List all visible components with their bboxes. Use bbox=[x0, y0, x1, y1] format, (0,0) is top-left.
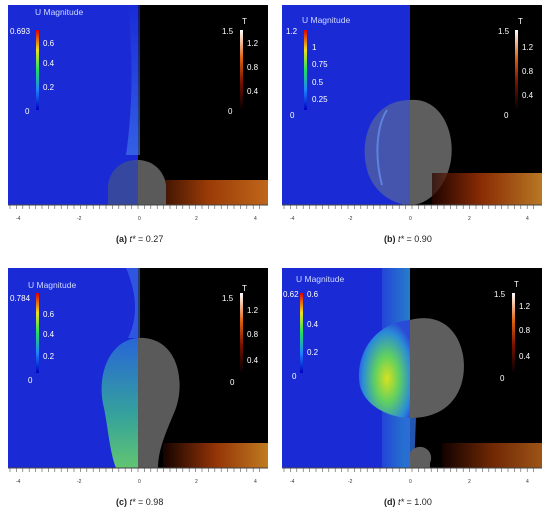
u-colorbar-title: U Magnitude bbox=[296, 274, 345, 284]
panel-b-caption: (b) t* = 0.90 bbox=[384, 234, 432, 244]
u-colorbar-tick: 0.75 bbox=[312, 60, 328, 69]
u-colorbar-tick: 0.5 bbox=[312, 78, 324, 87]
x-tick-label: 4 bbox=[254, 216, 257, 222]
u-colorbar-min: 0 bbox=[290, 111, 295, 120]
u-colorbar-max: 0.784 bbox=[10, 294, 31, 303]
u-colorbar-tick: 0.2 bbox=[307, 348, 319, 357]
t-colorbar-tick: 1.2 bbox=[247, 39, 259, 48]
u-colorbar-tick: 0.4 bbox=[307, 320, 319, 329]
u-colorbar-title: U Magnitude bbox=[302, 15, 351, 25]
t-colorbar-tick: 0.8 bbox=[519, 326, 531, 335]
caption-variable: t* bbox=[398, 497, 405, 507]
t-colorbar-tick: 1.2 bbox=[522, 43, 534, 52]
caption-variable: t* bbox=[129, 497, 136, 507]
t-colorbar-min: 0 bbox=[500, 374, 505, 383]
t-colorbar-tick: 0.8 bbox=[247, 330, 259, 339]
u-colorbar-tick: 0.6 bbox=[43, 39, 55, 48]
x-tick-label: 4 bbox=[526, 479, 529, 485]
t-colorbar-min: 0 bbox=[230, 378, 235, 387]
t-colorbar-tick: 1.2 bbox=[519, 302, 531, 311]
t-colorbar-title: T bbox=[242, 284, 247, 293]
panel-c: U Magnitude 0.784 0.6 0.4 0.2 0 T 1.5 1.… bbox=[8, 268, 268, 485]
x-tick-label: -4 bbox=[16, 216, 21, 222]
u-colorbar-tick: 0.2 bbox=[43, 83, 55, 92]
t-colorbar-tick: 0.4 bbox=[247, 356, 259, 365]
t-colorbar-max: 1.5 bbox=[222, 27, 234, 36]
x-tick-label: 4 bbox=[526, 216, 529, 222]
caption-variable: t* bbox=[398, 234, 405, 244]
x-tick-label: 2 bbox=[195, 479, 198, 485]
u-colorbar-tick: 0.6 bbox=[307, 290, 319, 299]
t-colorbar-tick: 1.2 bbox=[247, 306, 259, 315]
caption-value: = 0.90 bbox=[406, 234, 432, 244]
x-tick-label: 0 bbox=[138, 479, 141, 485]
panel-c-caption: (c) t* = 0.98 bbox=[116, 497, 163, 507]
x-tick-label: 2 bbox=[468, 479, 471, 485]
panel-d: U Magnitude 0.62 0.6 0.4 0.2 0 T 1.5 1.2… bbox=[282, 268, 542, 485]
u-colorbar-tick: 1 bbox=[312, 43, 317, 52]
x-tick-label: 0 bbox=[409, 479, 412, 485]
t-colorbar-tick: 0.8 bbox=[247, 63, 259, 72]
x-tick-label: -4 bbox=[16, 479, 21, 485]
panel-d-field bbox=[282, 268, 542, 472]
u-colorbar-title: U Magnitude bbox=[35, 7, 84, 17]
panel-c-field bbox=[8, 268, 268, 472]
t-colorbar-max: 1.5 bbox=[222, 294, 234, 303]
u-colorbar-tick: 0.4 bbox=[43, 330, 55, 339]
caption-label: (d) bbox=[384, 497, 396, 507]
panel-a-field bbox=[8, 5, 268, 209]
x-tick-label: 0 bbox=[138, 216, 141, 222]
panel-b: U Magnitude 1.2 1 0.75 0.5 0.25 0 T 1.5 … bbox=[282, 5, 542, 222]
u-colorbar-tick: 0.4 bbox=[43, 59, 55, 68]
x-tick-label: 2 bbox=[468, 216, 471, 222]
x-tick-label: 4 bbox=[254, 479, 257, 485]
t-colorbar-tick: 0.4 bbox=[247, 87, 259, 96]
caption-value: = 0.27 bbox=[138, 234, 164, 244]
t-colorbar-tick: 0.8 bbox=[522, 67, 534, 76]
u-colorbar-title: U Magnitude bbox=[28, 280, 77, 290]
caption-label: (b) bbox=[384, 234, 396, 244]
x-tick-label: -2 bbox=[77, 216, 82, 222]
u-colorbar-max: 1.2 bbox=[286, 27, 298, 36]
u-colorbar-max: 0.693 bbox=[10, 27, 31, 36]
t-colorbar-min: 0 bbox=[228, 107, 233, 116]
caption-label: (a) bbox=[116, 234, 127, 244]
u-colorbar-tick: 0.2 bbox=[43, 352, 55, 361]
t-colorbar-max: 1.5 bbox=[498, 27, 510, 36]
x-tick-label: 0 bbox=[409, 216, 412, 222]
t-colorbar-tick: 0.4 bbox=[519, 352, 531, 361]
u-colorbar-min: 0 bbox=[28, 376, 33, 385]
caption-value: = 0.98 bbox=[138, 497, 164, 507]
x-tick-label: -2 bbox=[348, 216, 353, 222]
x-tick-label: -2 bbox=[77, 479, 82, 485]
t-colorbar-max: 1.5 bbox=[494, 290, 506, 299]
panel-a: U Magnitude 0.693 0.6 0.4 0.2 0 T 1.5 1.… bbox=[8, 5, 268, 222]
t-colorbar-min: 0 bbox=[504, 111, 509, 120]
x-tick-label: -4 bbox=[290, 479, 295, 485]
t-colorbar-title: T bbox=[514, 280, 519, 289]
caption-label: (c) bbox=[116, 497, 127, 507]
panel-b-field bbox=[282, 5, 542, 209]
t-colorbar-title: T bbox=[242, 17, 247, 26]
u-colorbar-tick: 0.6 bbox=[43, 310, 55, 319]
u-colorbar-min: 0 bbox=[25, 107, 30, 116]
u-colorbar-max: 0.62 bbox=[283, 290, 299, 299]
u-colorbar-min: 0 bbox=[292, 372, 297, 381]
x-tick-label: -4 bbox=[290, 216, 295, 222]
caption-variable: t* bbox=[129, 234, 136, 244]
panel-d-caption: (d) t* = 1.00 bbox=[384, 497, 432, 507]
panel-a-caption: (a) t* = 0.27 bbox=[116, 234, 163, 244]
x-tick-label: 2 bbox=[195, 216, 198, 222]
caption-value: = 1.00 bbox=[406, 497, 432, 507]
t-colorbar-title: T bbox=[518, 17, 523, 26]
x-tick-label: -2 bbox=[348, 479, 353, 485]
t-colorbar-tick: 0.4 bbox=[522, 91, 534, 100]
u-colorbar-tick: 0.25 bbox=[312, 95, 328, 104]
